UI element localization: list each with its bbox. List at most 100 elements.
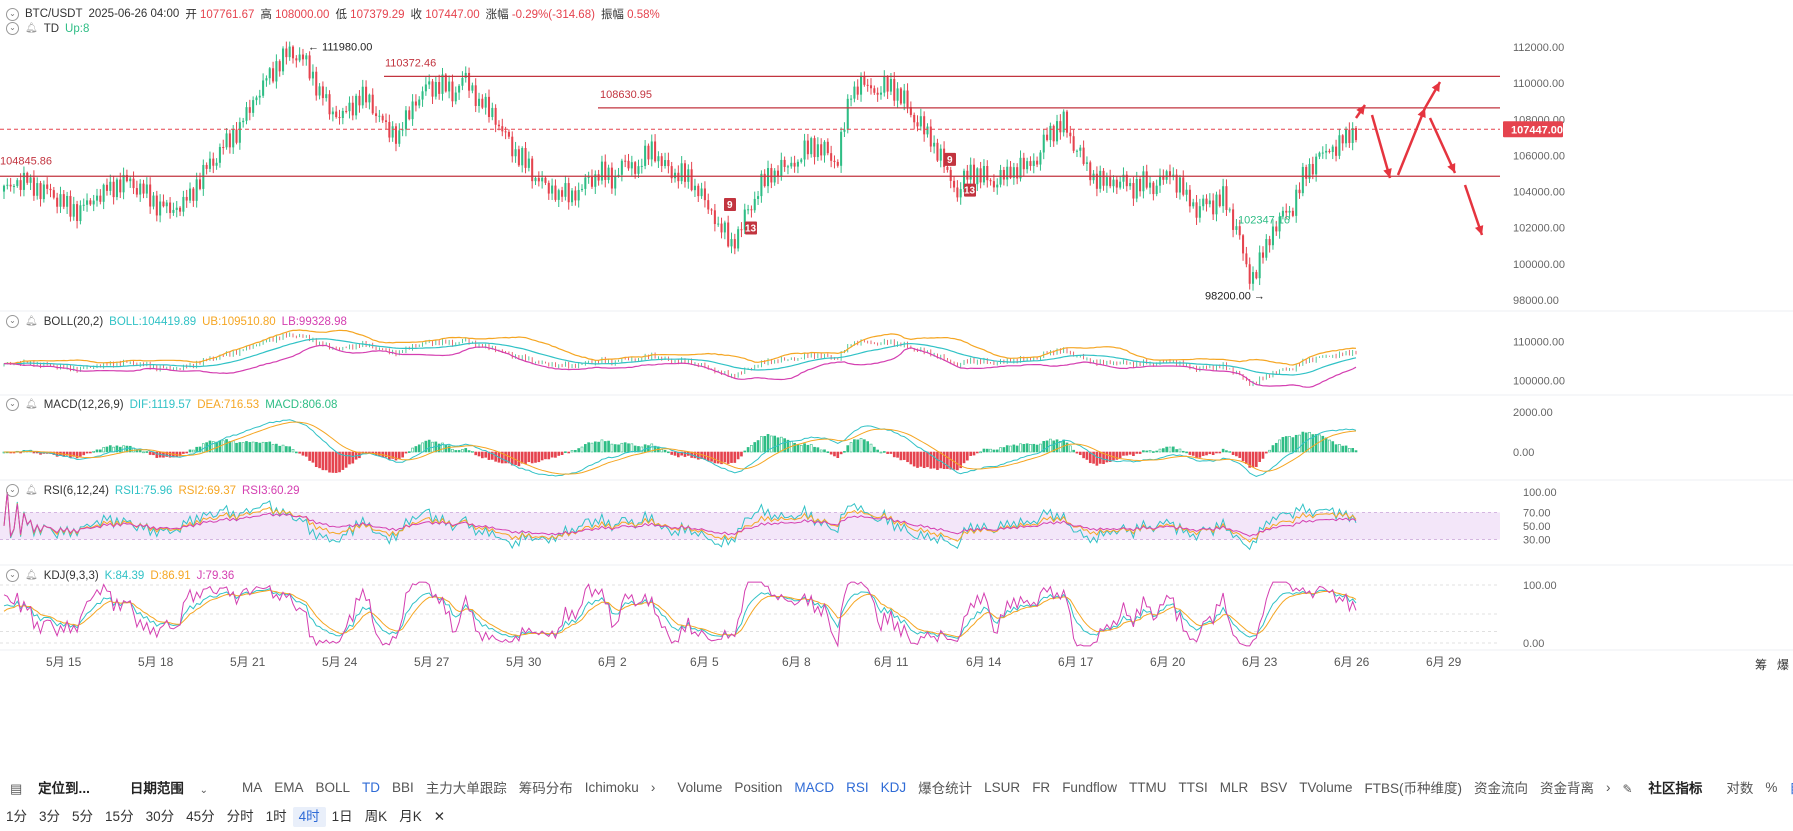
log-scale-toggle[interactable]: 对数 (1726, 781, 1754, 796)
candle-body (962, 170, 966, 190)
sub-indicator-mlr[interactable]: MLR (1219, 779, 1249, 795)
collapse-icon[interactable]: ⌄ (6, 398, 19, 411)
chip-corner-label[interactable]: 筹 (1755, 658, 1768, 672)
candle-body (165, 202, 168, 207)
bell-icon[interactable]: 🔔︎ (25, 485, 38, 496)
sub-indicator-ftbs[interactable]: FTBS(币种维度) (1364, 781, 1463, 796)
more-sub-button[interactable]: › (1606, 779, 1611, 795)
main-indicator-ma[interactable]: MA (241, 779, 263, 795)
macd-histogram-bar (142, 451, 145, 454)
macd-histogram-bar (281, 444, 285, 453)
forecast-arrow-1-head (1356, 105, 1365, 115)
sub-indicator-divergence[interactable]: 资金背离 (1540, 781, 1595, 796)
sub-indicator-fundflow-cn[interactable]: 资金流向 (1474, 781, 1529, 796)
chart-area[interactable]: 112000.00 110000.00 108000.00 106000.00 1040… (0, 0, 1793, 770)
candle-body (421, 91, 424, 100)
candle-body (873, 88, 876, 93)
candle-body (1139, 178, 1142, 192)
macd-histogram-bar (889, 451, 893, 454)
interval-5m[interactable]: 5分 (72, 808, 94, 824)
candle-body (26, 172, 29, 183)
main-indicator-ichimoku[interactable]: Ichimoku (584, 779, 639, 795)
sub-indicator-fundflow[interactable]: Fundflow (1062, 779, 1117, 795)
collapse-icon[interactable]: ⌄ (6, 569, 19, 582)
main-indicator-ema[interactable]: EMA (274, 779, 304, 795)
sub-indicator-fr[interactable]: FR (1032, 779, 1051, 795)
collapse-icon[interactable]: ⌄ (6, 484, 19, 497)
interval-30m[interactable]: 30分 (145, 808, 175, 824)
candle-body (132, 178, 135, 189)
interval-1w[interactable]: 周K (364, 808, 388, 824)
sub-indicator-ttmu[interactable]: TTMU (1128, 779, 1167, 795)
candle-body (806, 140, 809, 155)
candle-body (637, 166, 640, 174)
sub-indicator-ttsi[interactable]: TTSI (1178, 779, 1208, 795)
low-marker-label: 98200.00 → (1205, 290, 1265, 302)
macd-histogram-bar (809, 444, 813, 453)
macd-histogram-bar (1118, 451, 1122, 459)
interval-1d[interactable]: 1日 (331, 808, 353, 824)
collapse-icon[interactable]: ⌄ (6, 315, 19, 328)
interval-1h[interactable]: 1时 (265, 808, 287, 824)
candle-body (228, 133, 231, 148)
main-indicator-bigorder[interactable]: 主力大单跟踪 (425, 781, 507, 796)
candle-body (232, 129, 235, 148)
macd-histogram-bar (1155, 450, 1159, 453)
macd-histogram-bar (487, 451, 491, 460)
interval-timeline[interactable]: 分时 (226, 808, 254, 824)
main-indicator-td[interactable]: TD (362, 779, 381, 795)
candle-body (567, 183, 570, 203)
bell-icon[interactable]: 🔔︎ (25, 570, 38, 581)
macd-histogram-bar (1085, 451, 1089, 460)
candle-body (1285, 210, 1288, 213)
main-indicator-chips[interactable]: 筹码分布 (518, 781, 573, 796)
chart-svg[interactable]: 112000.00 110000.00 108000.00 106000.00 1040… (0, 0, 1793, 770)
sub-indicator-liquidation[interactable]: 爆仓统计 (918, 781, 973, 796)
bell-icon[interactable]: 🔔︎ (25, 399, 38, 410)
interval-1mo[interactable]: 月K (399, 808, 422, 824)
sub-indicator-macd[interactable]: MACD (794, 779, 835, 795)
more-main-button[interactable]: › (650, 779, 656, 795)
bell-icon[interactable]: 🔔︎ (25, 23, 38, 34)
sub-indicator-kdj[interactable]: KDJ (880, 779, 907, 795)
candle-body (700, 188, 703, 197)
collapse-icon[interactable]: ⌄ (6, 22, 19, 35)
sub-indicator-tvolume[interactable]: TVolume (1299, 779, 1353, 795)
auto-scale-toggle[interactable]: 自动 (1789, 777, 1793, 797)
main-indicator-boll[interactable]: BOLL (315, 779, 351, 795)
candle-body (660, 156, 663, 167)
bell-icon[interactable]: 🔔︎ (25, 316, 38, 327)
percent-toggle[interactable]: % (1765, 779, 1778, 795)
candle-body (551, 185, 554, 194)
community-indicator-button[interactable]: ✎ 社区指标 (1622, 781, 1703, 796)
liq-corner-label[interactable]: 爆 (1777, 658, 1790, 672)
sub-indicator-position[interactable]: Position (734, 779, 783, 795)
date-range-button[interactable]: 日期范围 ⌄ (129, 781, 208, 796)
sub-indicator-lsur[interactable]: LSUR (984, 779, 1021, 795)
macd-histogram-bar (115, 445, 119, 453)
collapse-icon[interactable]: ⌄ (6, 7, 19, 21)
macd-histogram-bar (1012, 444, 1016, 453)
candle-body (856, 86, 859, 95)
goto-button[interactable]: ▤ 定位到... (10, 781, 90, 796)
macd-histogram-bar (939, 451, 943, 469)
sub-indicator-rsi[interactable]: RSI (846, 779, 869, 795)
candle-body (1019, 157, 1022, 179)
main-indicator-bbi[interactable]: BBI (392, 779, 414, 795)
candle-body (594, 174, 597, 187)
candle-body (1182, 177, 1185, 195)
macd-histogram-bar (806, 444, 810, 453)
close-icon[interactable]: ✕ (433, 808, 446, 824)
interval-3m[interactable]: 3分 (39, 808, 61, 824)
sub-indicator-volume[interactable]: Volume (677, 779, 723, 795)
macd-histogram-bar (182, 451, 185, 454)
macd-histogram-bar (574, 449, 577, 453)
sub-indicator-bsv[interactable]: BSV (1260, 779, 1288, 795)
macd-histogram-bar (211, 441, 215, 453)
interval-45m[interactable]: 45分 (186, 808, 215, 824)
interval-15m[interactable]: 15分 (105, 808, 134, 824)
macd-histogram-bar (929, 451, 933, 469)
interval-4h[interactable]: 4时 (292, 806, 326, 827)
candle-body (162, 201, 165, 207)
interval-1m[interactable]: 1分 (6, 808, 28, 824)
